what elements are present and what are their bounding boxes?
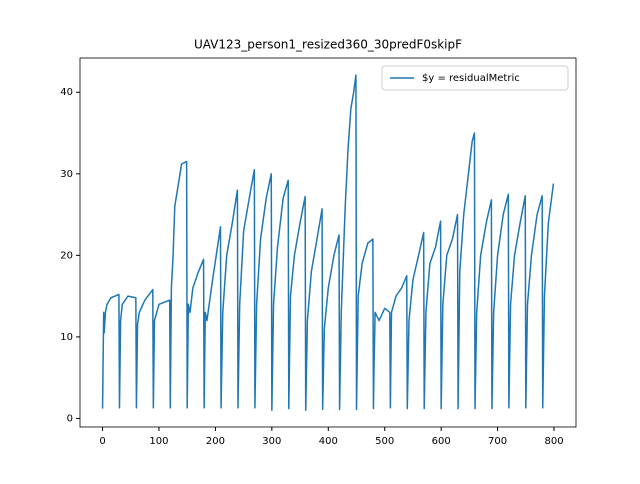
plot-frame — [79, 57, 577, 428]
x-tick-label: 600 — [432, 436, 451, 447]
legend-label: $y = residualMetric — [422, 73, 520, 84]
y-tick-label: 20 — [60, 250, 73, 261]
x-tick-label: 0 — [99, 436, 105, 447]
y-tick-label: 30 — [60, 169, 73, 180]
x-tick-label: 800 — [544, 436, 563, 447]
x-tick-label: 400 — [319, 436, 338, 447]
y-tick-label: 10 — [60, 332, 73, 343]
data-line — [101, 74, 555, 412]
x-tick-label: 300 — [262, 436, 281, 447]
y-tick-label: 0 — [67, 413, 73, 424]
y-tick-label: 40 — [60, 87, 73, 98]
chart-title: UAV123_person1_resized360_30predF0skipF — [194, 38, 462, 52]
x-tick-label: 700 — [488, 436, 507, 447]
legend-box — [381, 65, 569, 91]
x-tick-label: 100 — [149, 436, 168, 447]
x-tick-label: 200 — [206, 436, 225, 447]
x-tick-label: 500 — [375, 436, 394, 447]
